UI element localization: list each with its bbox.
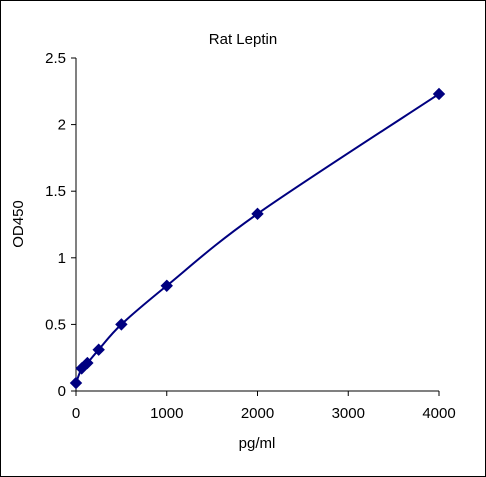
y-tick-label: 1 (58, 250, 66, 267)
data-point (69, 376, 83, 390)
series-line (75, 93, 440, 384)
x-tick-label: 3000 (332, 405, 365, 422)
data-point (115, 318, 128, 331)
data-point (251, 207, 264, 221)
data-point (432, 87, 446, 101)
y-tick-label: 0.5 (45, 316, 66, 333)
data-point (160, 279, 173, 292)
x-tick-label: 2000 (241, 405, 274, 422)
y-tick-label: 2.5 (45, 50, 66, 67)
x-tick-label: 0 (72, 405, 80, 422)
y-tick-label: 2 (58, 117, 66, 134)
x-axis-label: pg/ml (239, 435, 276, 452)
data-point (92, 343, 105, 356)
y-tick-label: 0 (58, 383, 66, 400)
y-tick-label: 1.5 (45, 183, 66, 200)
x-tick-label: 1000 (150, 405, 183, 422)
chart-title: Rat Leptin (209, 31, 277, 48)
x-axis: 0 1000 2000 3000 4000 (72, 390, 456, 422)
data-point (81, 356, 94, 370)
y-axis-label: OD450 (10, 200, 27, 248)
series-group (69, 87, 446, 390)
x-tick-label: 4000 (422, 405, 455, 422)
y-axis: 0 0.5 1 1.5 2 2.5 (45, 50, 77, 400)
